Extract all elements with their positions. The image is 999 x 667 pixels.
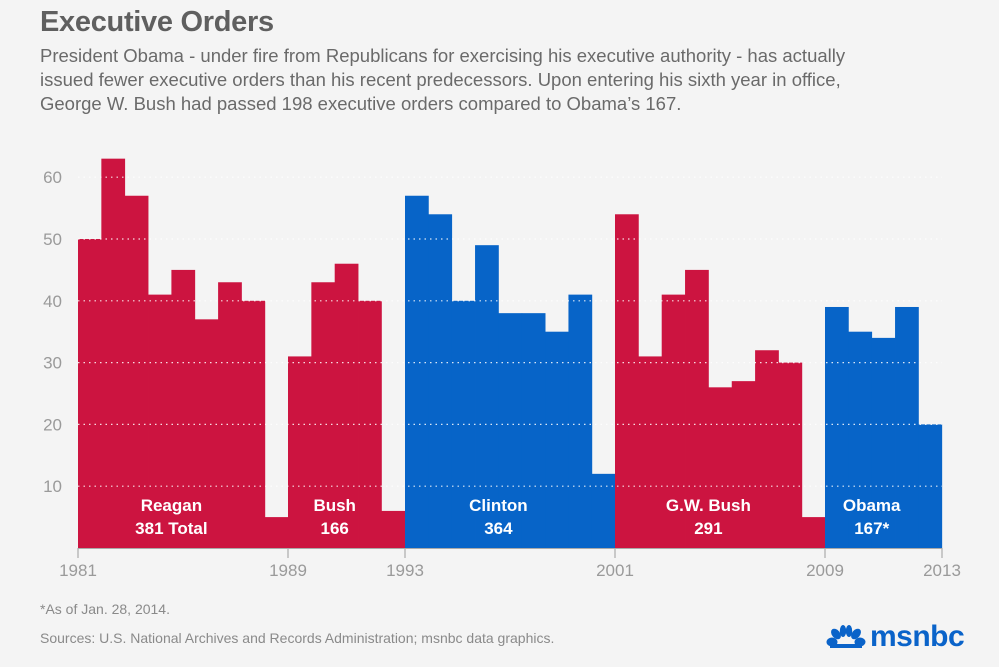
y-tick-label: 50 [43,230,62,249]
y-tick-label: 20 [43,415,62,434]
bar [171,269,196,548]
chart-title: Executive Orders [40,6,274,38]
bar [194,319,219,548]
bar [148,294,172,548]
bar [568,294,593,548]
bar [591,473,616,548]
bar [334,263,359,548]
bar [78,239,102,548]
x-tick-label: 1981 [59,561,97,580]
bar [405,195,429,549]
subtitle-line: President Obama - under fire from Republ… [40,45,846,66]
president-total-label: 167* [854,519,889,538]
bar [895,306,919,548]
president-name-label: Bush [313,496,356,515]
x-tick-label: 1993 [386,561,424,580]
bar [731,381,756,548]
x-tick-label: 2013 [923,561,961,580]
bar [264,517,289,548]
president-total-label: 381 Total [135,519,207,538]
bar [778,362,803,548]
sources-note: Sources: U.S. National Archives and Reco… [40,630,555,646]
president-total-label: 291 [694,519,722,538]
bar-chart: 10 20 30 40 50 60 1981 1989 1993 2001 2009 2013 Re… [43,158,961,580]
footnote: *As of Jan. 28, 2014. [40,601,170,617]
x-tick-label: 1989 [269,561,307,580]
bar [685,269,709,548]
y-axis: 10 20 30 40 50 60 [43,168,62,496]
bar [545,331,569,548]
x-tick-label: 2001 [596,561,634,580]
bar [124,195,149,549]
y-tick-label: 10 [43,477,62,496]
chart-subtitle: President Obama - under fire from Republ… [40,44,980,116]
y-tick-label: 30 [43,354,62,373]
y-tick-label: 40 [43,292,62,311]
bar [848,331,873,548]
x-tick-label: 2009 [806,561,844,580]
bar [615,214,639,548]
bar [475,245,499,548]
bar [661,294,686,548]
bar [708,387,733,548]
president-total-label: 166 [321,519,349,538]
bars-group [78,158,943,549]
bar [638,356,663,548]
gridlines-group [78,176,942,487]
president-total-label: 364 [484,519,513,538]
bar [755,350,779,548]
bar [381,510,406,548]
bar [288,356,312,548]
bar [241,300,266,548]
bar [871,337,896,548]
bar [801,517,826,548]
bar [311,282,336,548]
president-labels: Reagan 381 Total Bush 166 Clinton 364 G.W. Bus… [135,496,901,538]
president-name-label: Clinton [469,496,528,515]
logo-text: msnbc [870,620,965,653]
x-axis: 1981 1989 1993 2001 2009 2013 [59,548,961,580]
bar [218,282,242,548]
bar [101,158,126,548]
bar [521,313,546,548]
subtitle-line: issued fewer executive orders than his r… [40,69,841,90]
president-name-label: G.W. Bush [666,496,751,515]
subtitle-line: George W. Bush had passed 198 executive … [40,93,682,114]
president-name-label: Reagan [141,496,202,515]
bar [498,313,523,548]
y-tick-label: 60 [43,168,62,187]
bar [825,306,849,548]
msnbc-logo: msnbc [826,620,965,653]
bar [428,214,453,548]
president-name-label: Obama [843,496,901,515]
peacock-icon [826,625,866,648]
bar [918,424,943,548]
